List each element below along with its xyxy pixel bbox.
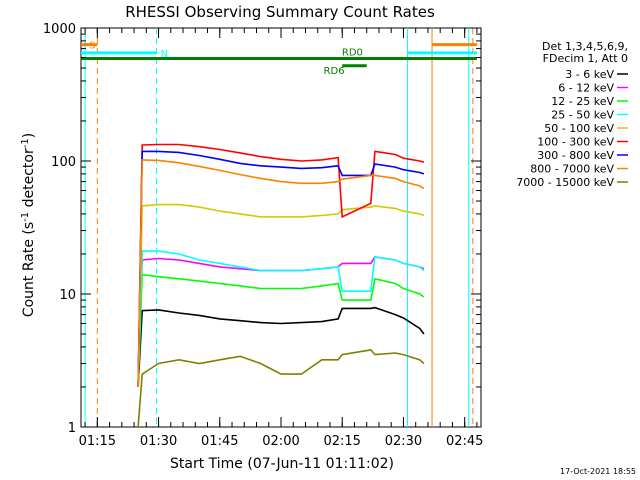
state-label-n: N <box>161 49 168 60</box>
series-line-1 <box>137 256 425 388</box>
legend-header: FDecim 1, Att 0 <box>543 52 628 65</box>
state-label-rd0: RD0 <box>342 47 363 58</box>
state-label-s: S <box>89 41 95 52</box>
x-axis-label: Start Time (07-Jun-11 01:11:02) <box>170 456 394 472</box>
legend-label: 300 - 800 keV <box>537 149 614 162</box>
legend-label: 3 - 6 keV <box>565 68 614 81</box>
series-line-6 <box>137 150 425 388</box>
y-axis-label-part: detector <box>21 148 37 212</box>
series-line-3 <box>137 250 425 388</box>
legend-label: 50 - 100 keV <box>544 122 614 135</box>
series-line-5 <box>137 143 425 388</box>
legend-label: 12 - 25 keV <box>551 95 614 108</box>
x-tick-label: 02:00 <box>262 434 299 449</box>
x-tick-label: 02:45 <box>446 434 483 449</box>
legend-label: 800 - 7000 keV <box>530 163 614 176</box>
x-tick-label: 01:15 <box>79 434 116 449</box>
y-axis-label-part: ) <box>21 133 37 138</box>
chart-title: RHESSI Observing Summary Count Rates <box>125 3 435 21</box>
legend: Det 1,3,4,5,6,9,FDecim 1, Att 0 3 - 6 keV… <box>516 40 628 189</box>
y-axis-label-exponent: -1 <box>20 212 31 222</box>
plot-area: S N RD0 RD6 <box>80 27 482 428</box>
x-tick-label: 02:15 <box>323 434 360 449</box>
series-line-7 <box>137 159 425 388</box>
legend-label: 6 - 12 keV <box>558 82 614 95</box>
state-label-rd6: RD6 <box>324 66 345 77</box>
y-tick-label: 100 <box>51 155 76 170</box>
footer-timestamp: 17-Oct-2021 18:55 <box>560 467 636 476</box>
y-axis-label-part: Count Rate (s <box>21 222 37 317</box>
x-tick-label: 01:30 <box>140 434 177 449</box>
legend-header: Det 1,3,4,5,6,9, <box>542 40 628 53</box>
y-tick-label: 10 <box>59 288 76 303</box>
x-tick-label: 01:45 <box>201 434 238 449</box>
series-line-2 <box>137 273 425 388</box>
x-tick-label: 02:30 <box>385 434 422 449</box>
legend-label: 100 - 300 keV <box>537 136 614 149</box>
y-axis-label-exponent: -1 <box>20 138 31 148</box>
x-axis-ticks: 01:15 01:30 01:45 02:00 02:15 02:30 02:45 <box>79 28 483 449</box>
y-axis-ticks: 1 10 100 1000 <box>43 22 481 436</box>
y-axis-label: Count Rate (s-1 detector-1) <box>20 133 37 317</box>
legend-label: 7000 - 15000 keV <box>516 176 614 189</box>
legend-label: 25 - 50 keV <box>551 109 614 122</box>
series-line-8 <box>137 349 425 428</box>
series-line-0 <box>137 306 425 388</box>
series-line-4 <box>137 203 425 388</box>
y-tick-label: 1000 <box>43 22 76 37</box>
y-tick-label: 1 <box>68 421 76 436</box>
